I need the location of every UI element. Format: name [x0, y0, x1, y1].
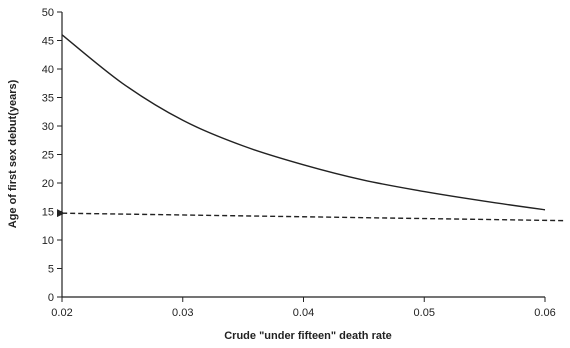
y-tick-label: 5: [48, 264, 54, 276]
y-tick-label: 20: [42, 178, 54, 190]
y-tick-label: 15: [42, 207, 54, 219]
plot-area: 0 5 10 15 20 25 30 35 40 45 50 0.02 0.03 0.04 0.05 0.06: [42, 7, 564, 319]
y-tick-label: 25: [42, 150, 54, 162]
x-axis-title: Crude "under fifteen" death rate: [224, 330, 392, 342]
x-tick-label: 0.03: [172, 307, 193, 319]
series-line-solid: [61, 34, 546, 211]
y-tick-label: 35: [42, 93, 54, 105]
x-tick-label: 0.04: [293, 307, 314, 319]
y-tick-label: 45: [42, 36, 54, 48]
x-tick-label: 0.06: [534, 307, 555, 319]
x-tick-label: 0.02: [51, 307, 72, 319]
series-line-dashed: [56, 209, 564, 222]
y-tick-label: 50: [42, 7, 54, 19]
y-tick-label: 40: [42, 64, 54, 76]
y-axis-title: Age of first sex debut(years): [7, 79, 19, 228]
x-tick-label: 0.05: [414, 307, 435, 319]
y-tick-label: 30: [42, 121, 54, 133]
y-tick-label: 10: [42, 235, 54, 247]
y-tick-label: 0: [48, 292, 54, 304]
